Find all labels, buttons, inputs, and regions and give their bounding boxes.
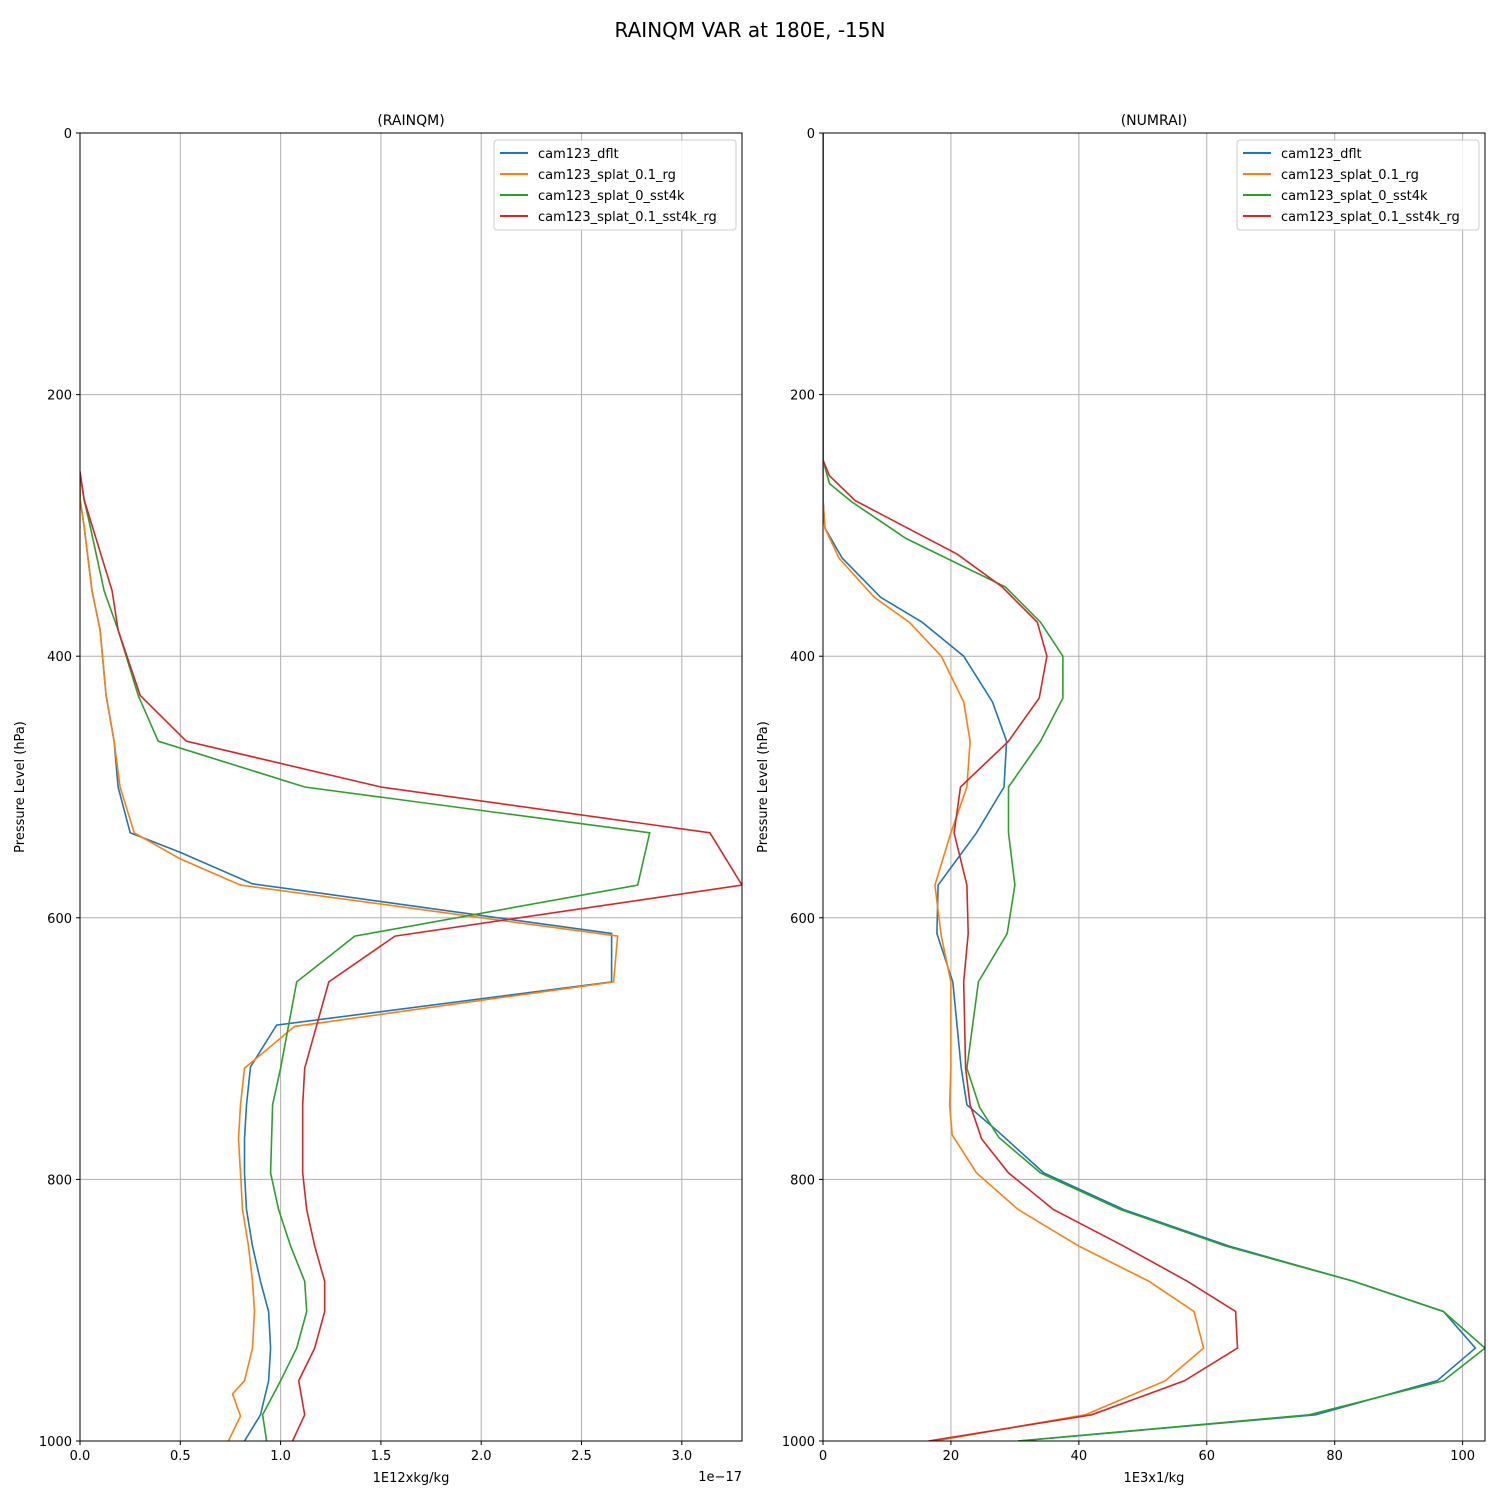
y-tick-label: 600 — [790, 912, 815, 927]
figure-title: RAINQM VAR at 180E, -15N — [615, 18, 886, 42]
x-tick-label: 3.0 — [671, 1449, 692, 1464]
y-tick-label: 200 — [790, 389, 815, 404]
series-line-1 — [823, 133, 1477, 1441]
legend-box — [493, 139, 737, 231]
legend-label-1: cam123_dflt — [1281, 147, 1362, 162]
legend-label-3: cam123_splat_0_sst4k — [1281, 189, 1428, 204]
series-line-2 — [80, 471, 619, 1441]
legend-label-4: cam123_splat_0.1_sst4k_rg — [538, 210, 717, 225]
series-line-3 — [823, 133, 1485, 1441]
series-line-3 — [80, 471, 651, 1441]
legend-label-2: cam123_splat_0.1_rg — [538, 168, 676, 183]
panel-rainqm: 0.0 0.5 1.0 1.5 2.0 2.5 3.0 0 200 400 600 800 1000 1e… — [13, 113, 743, 1486]
y-tick-label: 800 — [790, 1173, 815, 1188]
y-tick-label: 0 — [807, 127, 815, 142]
y-tick-label: 1000 — [39, 1435, 72, 1450]
y-tick-label: 200 — [47, 389, 72, 404]
legend: cam123_dflt cam123_splat_0.1_rg cam123_spl… — [1236, 139, 1480, 231]
x-tick-label: 0 — [819, 1449, 827, 1464]
y-tick-label: 400 — [47, 650, 72, 665]
legend-label-4: cam123_splat_0.1_sst4k_rg — [1281, 210, 1460, 225]
x-tick-label: 80 — [1326, 1449, 1343, 1464]
x-tick-label: 60 — [1198, 1449, 1215, 1464]
x-tick-label: 0.0 — [70, 1449, 91, 1464]
x-offset-label: 1e−17 — [698, 1470, 742, 1485]
series-line-2 — [823, 133, 1205, 1441]
legend: cam123_dflt cam123_splat_0.1_rg cam123_spl… — [493, 139, 737, 231]
series-line-1 — [80, 471, 613, 1441]
x-tick-label: 40 — [1071, 1449, 1088, 1464]
y-axis-label: Pressure Level (hPa) — [756, 721, 771, 853]
panel-title: (NUMRAI) — [1121, 113, 1188, 129]
y-tick-label: 0 — [64, 127, 72, 142]
x-tick-label: 100 — [1450, 1449, 1475, 1464]
panel-title: (RAINQM) — [377, 113, 444, 129]
x-tick-label: 20 — [943, 1449, 960, 1464]
y-axis-label: Pressure Level (hPa) — [13, 721, 28, 853]
legend-label-2: cam123_splat_0.1_rg — [1281, 168, 1419, 183]
panel-numrai: 0 20 40 60 80 10002004006008001000(NUMRAI)1E3… — [756, 113, 1486, 1486]
x-tick-label: 1.5 — [371, 1449, 392, 1464]
legend-box — [1236, 139, 1480, 231]
x-axis-label: 1E3x1/kg — [1124, 1471, 1185, 1486]
axes-frame — [79, 132, 743, 1442]
x-tick-label: 0.5 — [170, 1449, 191, 1464]
x-axis-label: 1E12xkg/kg — [373, 1471, 450, 1486]
y-tick-label: 800 — [47, 1173, 72, 1188]
y-tick-label: 400 — [790, 650, 815, 665]
legend-label-1: cam123_dflt — [538, 147, 619, 162]
y-tick-label: 1000 — [782, 1435, 815, 1450]
axes-frame — [822, 132, 1486, 1442]
legend-label-3: cam123_splat_0_sst4k — [538, 189, 685, 204]
x-tick-label: 1.0 — [270, 1449, 291, 1464]
series-line-4 — [80, 471, 742, 1441]
x-tick-label: 2.0 — [471, 1449, 492, 1464]
y-tick-label: 600 — [47, 912, 72, 927]
series-line-4 — [823, 133, 1239, 1441]
x-tick-label: 2.5 — [571, 1449, 592, 1464]
